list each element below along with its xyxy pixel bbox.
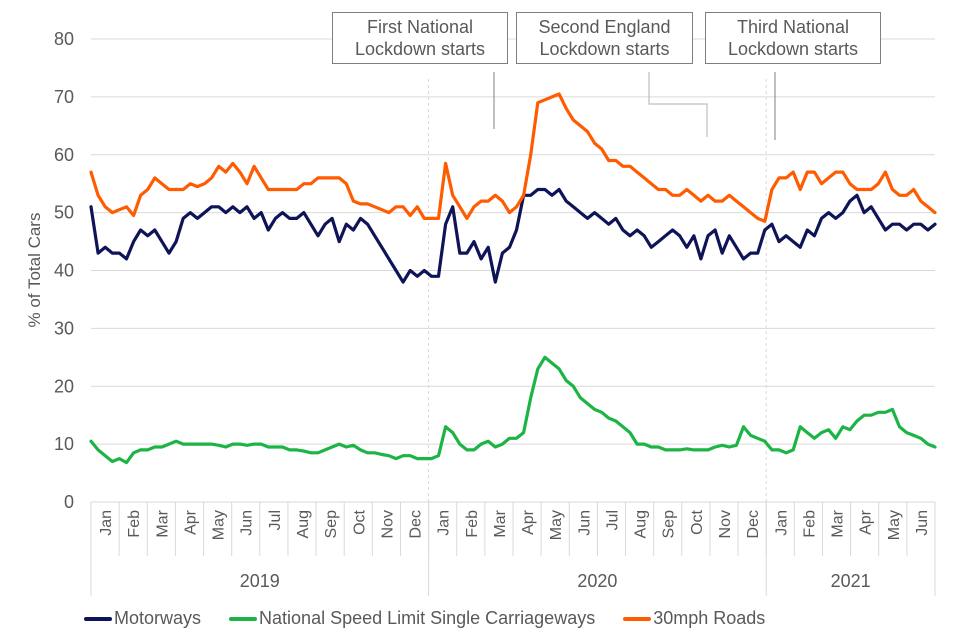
y-tick-label: 40 (54, 261, 74, 281)
y-tick-label: 80 (54, 29, 74, 49)
annotation-text: Lockdown starts (539, 39, 670, 59)
x-axis: Jan Feb Mar Apr May Jun Jul Aug Sep Oct Nov Dec Jan F… (90, 501, 936, 596)
y-tick-label: 50 (54, 203, 74, 223)
legend-item-motorways: Motorways (84, 608, 201, 629)
x-tick-month: Apr (520, 509, 537, 535)
x-tick-month: Jul (604, 510, 621, 530)
x-tick-month: Feb (126, 510, 143, 538)
x-tick-month: Jun (239, 510, 256, 536)
legend-swatch (623, 616, 652, 621)
gridlines (91, 38, 935, 502)
x-tick-month: Jun (914, 510, 931, 536)
series-line-30mph-roads (89, 92, 937, 223)
x-tick-month: Apr (182, 509, 199, 535)
x-tick-month: Mar (492, 509, 509, 537)
x-tick-month: Nov (717, 510, 734, 538)
x-tick-month: May (886, 510, 903, 540)
annotation-text: Lockdown starts (727, 39, 859, 59)
x-tick-month: Nov (379, 510, 396, 538)
x-tick-year: 2019 (240, 571, 280, 591)
x-tick-month: Mar (154, 509, 171, 537)
annotation-text: First National (366, 17, 474, 37)
annotation-leader (648, 72, 708, 137)
x-tick-month: Mar (830, 509, 847, 537)
annotation-first-lockdown: First National Lockdown starts (332, 12, 508, 64)
x-tick-month: Aug (295, 510, 312, 538)
y-axis-label: % of Total Cars (25, 213, 44, 328)
x-tick-year: 2021 (831, 571, 871, 591)
x-tick-month: Aug (633, 510, 650, 538)
y-tick-label: 60 (54, 145, 74, 165)
annotation-third-lockdown: Third National Lockdown starts (705, 12, 881, 64)
y-axis-ticks: 0 10 20 30 40 50 60 70 80 (54, 29, 74, 512)
x-tick-month: Feb (464, 510, 481, 538)
y-tick-label: 30 (54, 318, 74, 338)
x-tick-month: May (548, 510, 565, 540)
legend-label: National Speed Limit Single Carriageways (259, 608, 596, 628)
x-tick-month: Oct (689, 509, 706, 534)
x-tick-month: Apr (858, 509, 875, 535)
y-tick-label: 70 (54, 87, 74, 107)
annotation-text: Lockdown starts (354, 39, 486, 59)
x-tick-year: 2020 (577, 571, 617, 591)
annotation-text: Second England (538, 17, 671, 37)
legend-label: 30mph Roads (653, 608, 766, 628)
x-tick-month: Jan (436, 510, 453, 536)
x-tick-month: Jan (98, 510, 115, 536)
annotation-leaders (493, 72, 776, 140)
x-tick-month: Jun (576, 510, 593, 536)
series-line-national-speed-limit-single-carriageways (89, 355, 937, 465)
x-tick-month: Jul (267, 510, 284, 530)
x-tick-month: Dec (745, 510, 762, 538)
legend-item-30mph-roads: 30mph Roads (623, 608, 765, 629)
x-tick-month: Feb (801, 510, 818, 538)
series-line-motorways (89, 187, 937, 284)
legend-label: Motorways (114, 608, 202, 628)
x-tick-month: Sep (323, 510, 340, 539)
legend-swatch (229, 616, 258, 621)
x-tick-month: May (211, 510, 228, 540)
y-tick-label: 20 (54, 376, 74, 396)
x-tick-month: Oct (351, 509, 368, 534)
legend-swatch (84, 616, 112, 621)
legend: Motorways National Speed Limit Single Ca… (84, 608, 793, 629)
x-tick-month: Dec (408, 510, 425, 538)
y-tick-label: 0 (64, 492, 74, 512)
annotation-second-lockdown: Second England Lockdown starts (516, 12, 693, 64)
annotation-text: Third National (736, 17, 850, 37)
series-lines (89, 92, 937, 465)
legend-item-national-speed-limit: National Speed Limit Single Carriageways (229, 608, 595, 629)
y-tick-label: 10 (54, 434, 74, 454)
x-tick-month: Sep (661, 510, 678, 539)
x-tick-month: Jan (773, 510, 790, 536)
